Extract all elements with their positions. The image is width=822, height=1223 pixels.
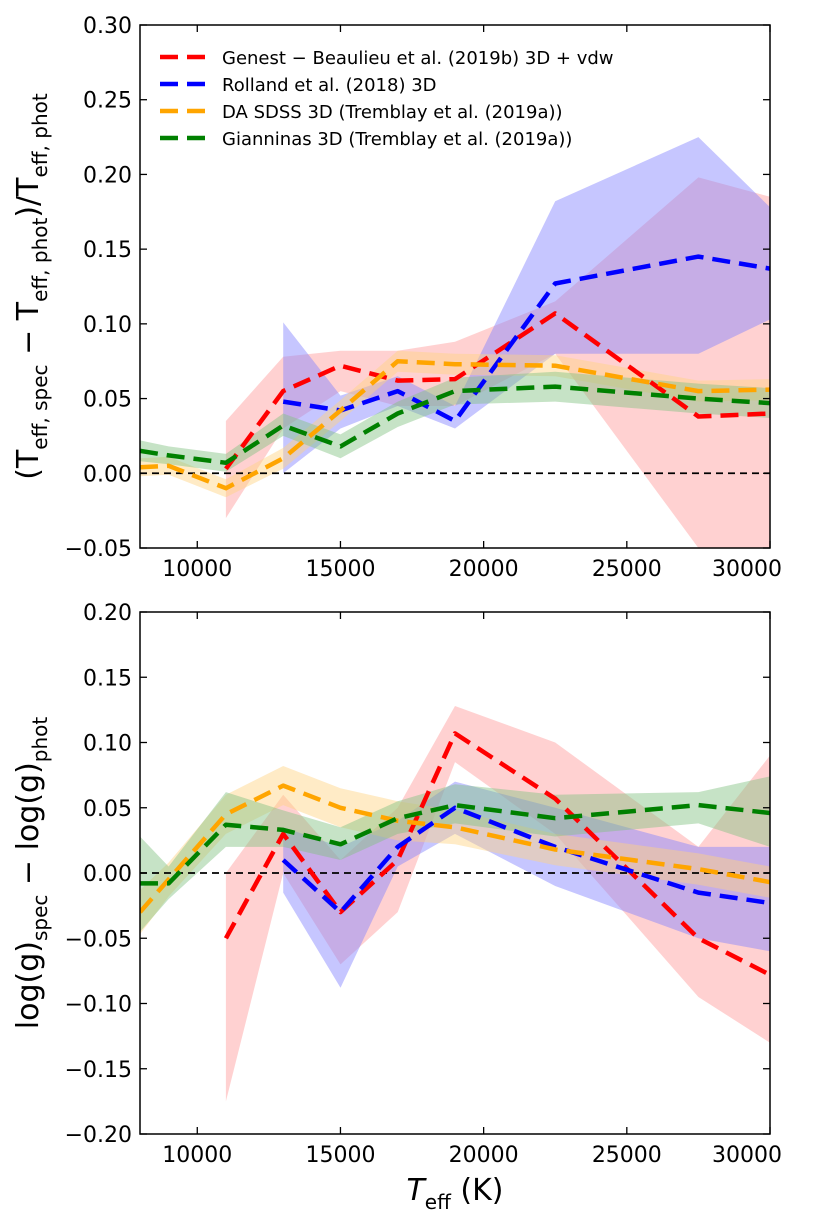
x-tick-label: 20000 <box>449 557 519 582</box>
y-tick-label: 0.15 <box>83 238 132 263</box>
y-tick-label: 0.25 <box>83 89 132 114</box>
y-tick-label: −0.05 <box>65 927 132 952</box>
band-series-2 <box>140 350 770 498</box>
legend: Genest − Beaulieu et al. (2019b) 3D + vd… <box>160 48 614 150</box>
x-tick-label: 10000 <box>162 1143 232 1168</box>
y-tick-label: 0.05 <box>83 388 132 413</box>
x-tick-label: 15000 <box>305 1143 375 1168</box>
y-tick-label: −0.20 <box>65 1123 132 1148</box>
bottom-panel: −0.20 −0.15 −0.10 −0.05 0.00 0.05 0.10 0.15 0.20… <box>11 601 782 1214</box>
top-y-axis-label: (Teff, spec − Teff, phot)/Teff, phot <box>11 93 52 480</box>
x-tick-label: 10000 <box>162 557 232 582</box>
series-line-3 <box>140 802 770 886</box>
bottom-panel-series-lines <box>140 731 770 977</box>
bottom-panel-ticks: −0.20 −0.15 −0.10 −0.05 0.00 0.05 0.10 0.15 0.20… <box>65 601 782 1168</box>
band-series-3 <box>140 371 770 472</box>
x-tick-label: 30000 <box>712 1143 782 1168</box>
legend-label-0: Genest − Beaulieu et al. (2019b) 3D + vd… <box>222 48 614 69</box>
top-panel-frame <box>139 24 771 549</box>
y-tick-label: 0.10 <box>83 732 132 757</box>
y-tick-label: 0.20 <box>83 601 132 626</box>
y-tick-label: 0.05 <box>83 797 132 822</box>
series-line-3 <box>140 384 770 466</box>
x-axis-label: Teff (K) <box>406 1173 503 1214</box>
y-tick-label: 0.00 <box>83 462 132 487</box>
y-tick-label: 0.00 <box>83 862 132 887</box>
series-line-1 <box>281 805 770 915</box>
y-tick-label: −0.15 <box>65 1058 132 1083</box>
bottom-panel-bands <box>140 706 770 1102</box>
band-series-0 <box>225 706 770 1102</box>
top-panel: −0.05 0.00 0.05 0.10 0.15 0.20 0.25 0.30 10000 15… <box>11 14 782 582</box>
x-tick-label: 15000 <box>305 557 375 582</box>
legend-label-1: Rolland et al. (2018) 3D <box>222 75 437 96</box>
y-tick-label: 0.20 <box>83 163 132 188</box>
x-tick-label: 25000 <box>592 557 662 582</box>
y-tick-label: 0.30 <box>83 14 132 39</box>
series-line-0 <box>223 731 770 977</box>
band-series-1 <box>283 137 770 474</box>
top-panel-ticks: −0.05 0.00 0.05 0.10 0.15 0.20 0.25 0.30 10000 15… <box>65 14 782 582</box>
y-tick-label: 0.10 <box>83 313 132 338</box>
band-series-3 <box>140 776 770 932</box>
series-line-2 <box>140 358 770 491</box>
x-tick-label: 20000 <box>449 1143 519 1168</box>
band-series-1 <box>283 781 770 988</box>
y-tick-label: −0.10 <box>65 993 132 1018</box>
legend-label-3: Gianninas 3D (Tremblay et al. (2019a)) <box>222 129 572 150</box>
y-tick-label: −0.05 <box>65 537 132 562</box>
x-tick-label: 30000 <box>712 557 782 582</box>
x-tick-label: 25000 <box>592 1143 662 1168</box>
bottom-y-axis-label: log(g)spec − log(g)phot <box>11 717 52 1030</box>
series-line-2 <box>140 783 770 914</box>
y-tick-label: 0.15 <box>83 666 132 691</box>
band-series-2 <box>140 766 770 935</box>
top-panel-series-lines <box>140 254 770 491</box>
series-line-0 <box>224 311 770 471</box>
legend-label-2: DA SDSS 3D (Tremblay et al. (2019a)) <box>222 102 563 123</box>
